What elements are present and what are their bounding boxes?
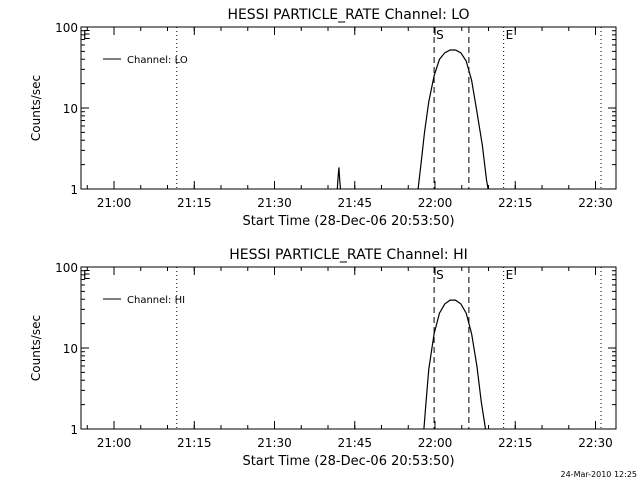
series-line (423, 299, 487, 430)
y-axis-label: Counts/sec (29, 315, 43, 381)
y-tick-label: 1 (70, 183, 78, 197)
y-tick-label: 100 (55, 261, 78, 275)
y-tick-label: 100 (55, 21, 78, 35)
legend-label: Channel: HI (127, 295, 185, 306)
series-line (417, 49, 489, 190)
marker-label: E (83, 268, 91, 282)
x-tick-label: 21:15 (177, 196, 212, 210)
x-tick-label: 21:45 (337, 196, 372, 210)
marker-label: S (436, 268, 444, 282)
x-tick-label: 22:15 (498, 436, 533, 450)
x-tick-label: 21:30 (257, 196, 292, 210)
x-tick-label: 21:00 (97, 436, 132, 450)
x-tick-label: 22:30 (578, 196, 613, 210)
x-tick-label: 21:45 (337, 436, 372, 450)
y-axis-label: Counts/sec (29, 75, 43, 141)
marker-label: E (83, 28, 91, 42)
x-axis-label: Start Time (28-Dec-06 20:53:50) (242, 454, 454, 469)
x-tick-label: 22:00 (418, 196, 453, 210)
marker-label: E (506, 268, 514, 282)
x-tick-label: 22:30 (578, 436, 613, 450)
marker-label: E (506, 28, 514, 42)
plot-frame (80, 26, 617, 190)
chart-title: HESSI PARTICLE_RATE Channel: LO (227, 7, 469, 23)
x-tick-label: 21:30 (257, 436, 292, 450)
series-line (336, 167, 342, 190)
x-tick-label: 21:00 (97, 196, 132, 210)
footer-timestamp: 24-Mar-2010 12:25 (561, 470, 638, 479)
marker-label: S (436, 28, 444, 42)
plot-frame (80, 266, 617, 430)
legend-label: Channel: LO (127, 55, 188, 66)
x-tick-label: 22:00 (418, 436, 453, 450)
x-tick-label: 22:15 (498, 196, 533, 210)
x-axis-label: Start Time (28-Dec-06 20:53:50) (242, 214, 454, 229)
y-tick-label: 1 (70, 423, 78, 437)
y-tick-label: 10 (63, 342, 78, 356)
x-tick-label: 21:15 (177, 436, 212, 450)
chart-title: HESSI PARTICLE_RATE Channel: HI (229, 247, 467, 263)
y-tick-label: 10 (63, 102, 78, 116)
